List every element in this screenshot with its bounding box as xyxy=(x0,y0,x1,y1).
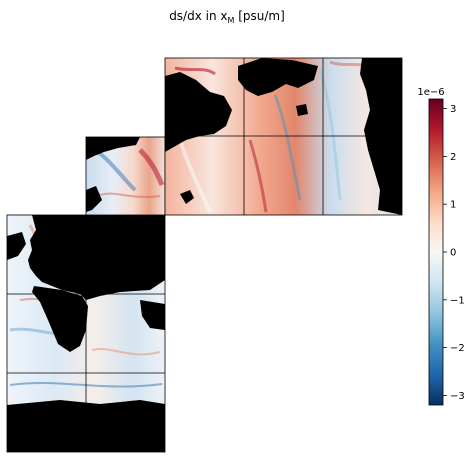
colorbar-ramp xyxy=(428,98,444,406)
chart-title: ds/dx in xM [psu/m] xyxy=(169,9,285,25)
colorbar-tick-label: 3 xyxy=(450,104,456,115)
colorbar-tick-label: −3 xyxy=(450,391,465,402)
face-1-panel xyxy=(6,214,166,453)
colorbar-tick-label: 1 xyxy=(450,200,456,211)
colorbar-tick-label: −2 xyxy=(450,343,465,354)
colorbar-ticks: −3 −2 −1 0 1 2 3 xyxy=(443,104,465,402)
face-2-panel xyxy=(85,136,166,216)
face-3-panel xyxy=(164,57,403,216)
colorbar-tick-label: 2 xyxy=(450,152,456,163)
chart-title-subscript: M xyxy=(228,16,235,25)
colorbar-tick-label: 0 xyxy=(450,248,456,259)
colorbar: 1e−6 −3 −2 −1 0 1 2 3 xyxy=(417,87,465,406)
colorbar-offset-label: 1e−6 xyxy=(417,87,444,98)
colorbar-tick-label: −1 xyxy=(450,295,465,306)
